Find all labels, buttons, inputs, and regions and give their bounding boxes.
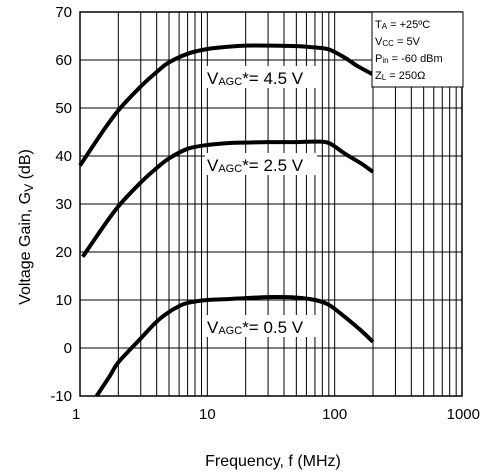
plot-frame [79,11,463,397]
svg-text:VAGC*= 4.5 V: VAGC*= 4.5 V [207,69,304,88]
x-tick-label: 1 [72,406,80,423]
series-label-4-5v: VAGC*= 4.5 V [205,66,317,88]
condition-vcc: VCC = 5V [375,36,421,48]
series-line-2-5v [81,139,375,258]
series-label-2-5v: VAGC*= 2.5 V [205,153,317,175]
y-tick-label: 70 [55,4,72,21]
series-line-4-5v [78,43,374,167]
x-axis-label: Frequency, f (MHz) [205,453,341,470]
plot-border [79,11,463,397]
condition-ta: TA = +25ºC [375,19,430,31]
series-line-0-5v [94,295,375,398]
y-tick-label: 50 [55,100,72,117]
y-tick-label: 20 [55,244,72,261]
svg-text:VAGC*= 2.5 V: VAGC*= 2.5 V [207,156,304,175]
svg-text:VAGC*= 0.5 V: VAGC*= 0.5 V [207,318,304,337]
x-tick-label: 100 [322,406,347,423]
y-tick-label: 0 [64,340,72,357]
y-axis-label: Voltage Gain, GV (dB) [17,149,36,305]
y-tick-label: 60 [55,52,72,69]
curves [78,43,375,398]
condition-pin: Pin = -60 dBm [375,53,443,65]
y-tick-label: 10 [55,292,72,309]
series-label-0-5v: VAGC*= 0.5 V [205,315,317,337]
y-tick-label: 30 [55,196,72,213]
y-tick-label: -10 [50,388,72,405]
x-tick-label: 1000 [447,406,480,423]
y-tick-label: 40 [55,148,72,165]
x-tick-label: 10 [199,406,216,423]
condition-zl: ZL = 250Ω [375,70,425,82]
tick-labels: -10 0 10 20 30 40 50 60 70 1 10 100 1000 [50,4,480,423]
test-conditions-box: TA = +25ºC VCC = 5V Pin = -60 dBm ZL = 2… [371,11,464,88]
